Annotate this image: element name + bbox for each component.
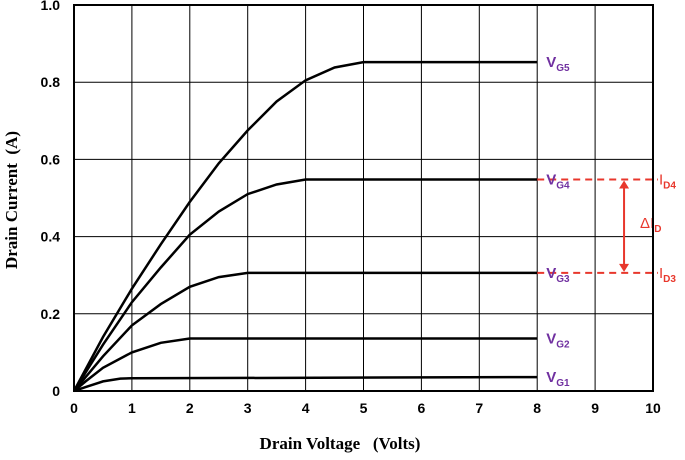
curves [72,60,538,393]
curve-g4 [72,178,538,392]
x-tick-label: 6 [418,400,426,416]
y-tick-label: 0.6 [41,151,61,167]
y-tick-label: 0 [52,383,60,399]
x-tick-label: 8 [533,400,541,416]
y-tick-label: 0.8 [41,74,61,90]
curve-g2 [73,337,538,392]
y-tick-label: 0.4 [41,229,61,245]
curve-g1 [73,375,538,393]
x-axis-title: Drain Voltage (Volts) [260,434,421,453]
y-axis-title: Drain Current (A) [2,131,21,269]
series-label-g4: VG4 [546,171,570,191]
y-tick-label: 1.0 [41,0,61,13]
series-label-g3: VG3 [546,265,570,285]
y-tick-labels: 0 0.2 0.4 0.6 0.8 1.0 [41,0,61,399]
series-labels: VG1 VG2 VG3 VG4 VG5 [546,54,570,389]
series-label-g1: VG1 [546,369,570,389]
x-tick-label: 3 [244,400,252,416]
plot-frame [73,4,654,392]
x-tick-label: 0 [70,400,78,416]
x-tick-label: 9 [591,400,599,416]
delta-id-label: ΔID [640,215,661,235]
x-tick-label: 7 [475,400,483,416]
x-tick-label: 1 [128,400,136,416]
curve-g3 [73,271,538,392]
x-tick-label: 2 [186,400,194,416]
y-tick-label: 0.2 [41,306,61,322]
x-tick-labels: 0 1 2 3 4 5 6 7 8 9 10 [70,400,661,416]
delta-arrow-head-down [619,263,630,272]
delta-arrow-head-up [619,180,630,189]
series-label-g2: VG2 [546,331,570,351]
id4-label: ID4 [659,171,676,191]
id3-label: ID3 [659,265,676,285]
x-tick-label: 5 [360,400,368,416]
series-label-g5: VG5 [546,54,570,74]
delta-id-annotation: ΔID ID4 ID3 [537,171,676,285]
x-tick-label: 10 [645,400,661,416]
x-tick-label: 4 [302,400,310,416]
curve-g5 [72,60,538,392]
